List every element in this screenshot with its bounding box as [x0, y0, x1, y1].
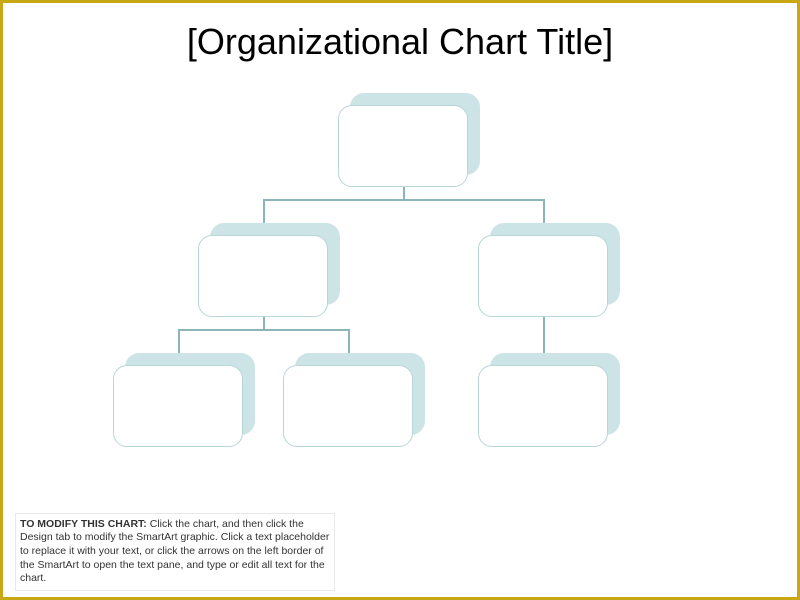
page-title: [Organizational Chart Title] — [3, 21, 797, 63]
connector — [263, 199, 265, 223]
org-node-lr[interactable] — [283, 353, 425, 447]
org-node-left[interactable] — [198, 223, 340, 317]
node-box[interactable] — [283, 365, 413, 447]
connector — [543, 199, 545, 223]
node-box[interactable] — [338, 105, 468, 187]
org-node-root[interactable] — [338, 93, 480, 187]
node-box[interactable] — [478, 235, 608, 317]
connector — [348, 329, 350, 353]
connector — [178, 329, 348, 331]
node-box[interactable] — [113, 365, 243, 447]
org-node-ll[interactable] — [113, 353, 255, 447]
org-node-right[interactable] — [478, 223, 620, 317]
node-box[interactable] — [198, 235, 328, 317]
org-chart[interactable] — [3, 83, 800, 503]
node-box[interactable] — [478, 365, 608, 447]
org-node-rr[interactable] — [478, 353, 620, 447]
connector — [178, 329, 180, 353]
connector — [263, 199, 543, 201]
instructions-heading: TO MODIFY THIS CHART: — [20, 518, 147, 530]
instructions-box: TO MODIFY THIS CHART: Click the chart, a… — [15, 513, 335, 591]
